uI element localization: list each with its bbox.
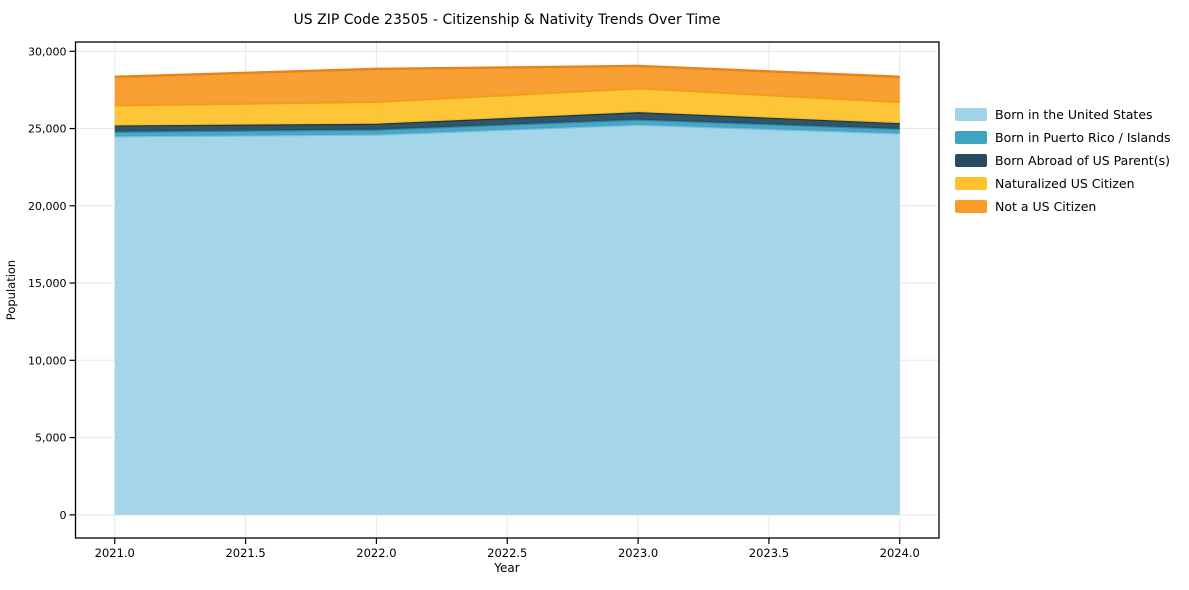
y-tick-label: 20,000 [28,200,67,213]
y-tick-label: 15,000 [28,277,67,290]
legend-swatch [955,200,987,213]
legend-item: Born in Puerto Rico / Islands [955,130,1171,145]
legend: Born in the United States Born in Puerto … [955,107,1171,214]
legend-swatch [955,154,987,167]
legend-swatch [955,131,987,144]
area-band [114,112,900,132]
x-tick-label: 2022.0 [356,546,396,560]
legend-label: Born Abroad of US Parent(s) [995,153,1170,168]
legend-swatch [955,177,987,190]
area-band [114,124,900,515]
y-tick-label: 25,000 [28,123,67,136]
y-tick-label: 30,000 [28,45,67,58]
x-tick-label: 2023.0 [618,546,658,560]
x-tick-label: 2021.0 [95,546,135,560]
x-tick-label: 2023.5 [749,546,789,560]
legend-item: Naturalized US Citizen [955,176,1135,191]
x-axis-label: Year [493,561,519,575]
legend-item: Not a US Citizen [955,199,1096,214]
area-series [114,64,900,515]
y-axis-label: Population [4,260,18,320]
x-tick-label: 2024.0 [880,546,920,560]
legend-swatch [955,108,987,121]
legend-item: Born in the United States [955,107,1153,122]
area-band [114,88,900,126]
legend-label: Born in the United States [995,107,1153,122]
legend-label: Born in Puerto Rico / Islands [995,130,1171,145]
chart-title: US ZIP Code 23505 - Citizenship & Nativi… [294,12,721,28]
area-band [114,119,900,137]
area-band-edge [114,64,900,78]
legend-label: Not a US Citizen [995,199,1096,214]
y-tick-label: 5,000 [35,432,67,445]
legend-item: Born Abroad of US Parent(s) [955,153,1170,168]
axis-ticks: 2021.0 2021.5 2022.0 2022.5 2023.0 2023.5 2024… [28,45,920,560]
legend-label: Naturalized US Citizen [995,176,1135,191]
y-tick-label: 0 [60,509,67,522]
x-tick-label: 2022.5 [487,546,527,560]
y-tick-label: 10,000 [28,354,67,367]
x-tick-label: 2021.5 [225,546,265,560]
area-band [114,65,900,106]
